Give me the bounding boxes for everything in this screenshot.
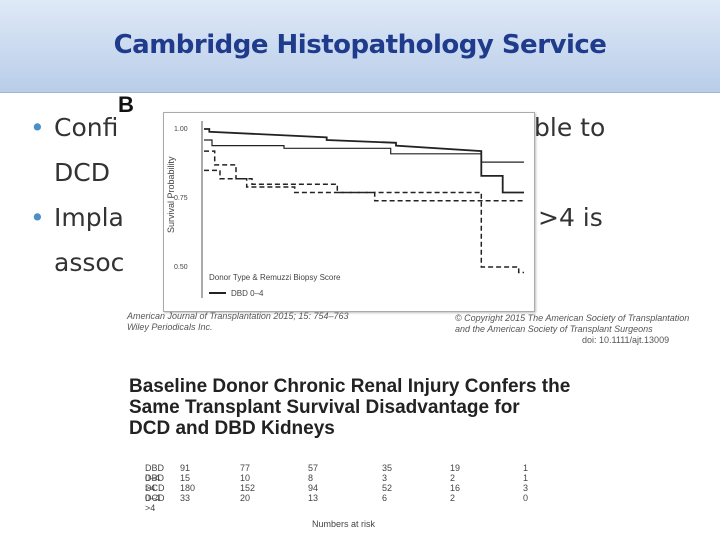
risk-cell: 2 [450,473,456,483]
risk-cell: 1 [523,463,529,473]
legend-title: Donor Type & Remuzzi Biopsy Score [209,273,341,282]
risk-cell: 0 [523,493,529,503]
risk-cell: 33 [180,493,191,503]
risk-cell: 77 [240,463,251,473]
risk-cell: 19 [450,463,461,473]
figure-caption: Baseline Donor Chronic Renal Injury Conf… [129,376,571,439]
risk-cell: 152 [240,483,256,493]
risk-row-label: DBD 0–4 [145,463,165,483]
risk-cell: 2 [450,493,456,503]
risk-cell: 10 [240,473,251,483]
doi-text: doi: 10.1111/ajt.13009 [582,335,670,345]
y-tick-label: 1.00 [174,126,188,133]
risk-cell: 15 [180,473,191,483]
y-axis-label: Survival Probability [166,156,176,233]
bullet-dot-icon: • [30,203,45,232]
risk-cell: 13 [308,493,319,503]
survival-curve-1 [204,128,524,194]
y-tick-label: 0.50 [174,264,188,271]
survival-curve-3 [204,139,524,163]
survival-chart: Survival Probability 1.00 0.75 0.50 Dono… [166,121,524,298]
risk-cell: 57 [308,463,319,473]
survival-curve-2 [204,150,524,274]
source-citation-left: American Journal of Transplantation 2015… [127,311,349,332]
risk-cell: 180 [180,483,196,493]
page-title: Cambridge Histopathology Service [113,30,607,60]
risk-row-label: DCD 0–4 [145,483,165,503]
risk-cell: 52 [382,483,393,493]
bullet-dot-icon: • [30,113,45,142]
risk-cell: 3 [523,483,529,493]
risk-cell: 16 [450,483,461,493]
series-layer [204,128,524,274]
risk-cell: 94 [308,483,319,493]
risk-cell: 3 [382,473,388,483]
risk-cell: 1 [523,473,529,483]
numbers-at-risk-label: Numbers at risk [312,519,376,529]
y-tick-label: 0.75 [174,195,188,202]
slide-header: Cambridge Histopathology Service [0,0,720,93]
risk-cell: 8 [308,473,314,483]
risk-cell: 20 [240,493,251,503]
risk-row-label: DBD >4 [145,473,165,493]
survival-curve-4 [204,169,524,202]
source-citation-right: © Copyright 2015 The American Society of… [455,313,690,334]
survival-chart-image: Survival Probability 1.00 0.75 0.50 Dono… [163,112,535,312]
risk-cell: 91 [180,463,191,473]
legend-entry: DBD 0–4 [231,289,264,298]
risk-cell: 35 [382,463,393,473]
figure-panel-label: B [118,92,134,117]
risk-cell: 6 [382,493,388,503]
risk-row-label: DCD >4 [145,493,165,513]
